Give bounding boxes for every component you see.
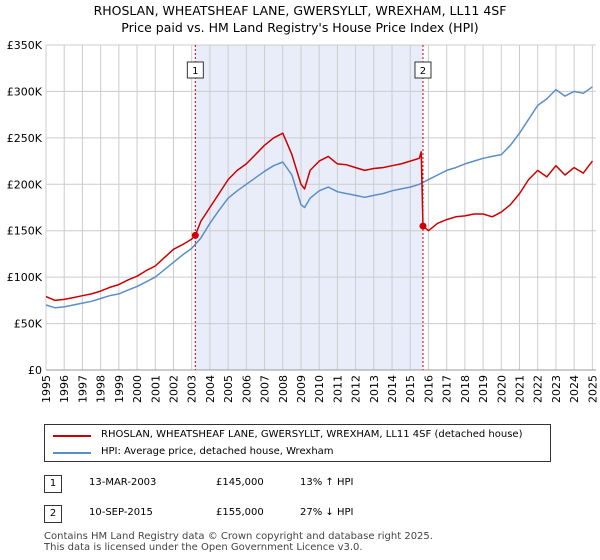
x-tick-label: 2009 [295,375,308,403]
footer-line-2: This data is licensed under the Open Gov… [44,542,363,553]
shaded-period [195,45,423,370]
series-line-property [45,132,593,302]
x-tick-label: 2016 [422,375,435,403]
sale-point [191,231,199,239]
x-tick-label: 2017 [441,375,454,403]
chart-title: RHOSLAN, WHEATSHEAF LANE, GWERSYLLT, WRE… [0,2,600,36]
marker-box [186,61,204,79]
title-line-2: Price paid vs. HM Land Registry's House … [121,20,479,35]
x-tick-label: 2014 [386,375,399,403]
y-tick-label: £200K [7,178,43,191]
transaction-price: £155,000 [216,507,264,518]
marker-label: 1 [192,66,198,77]
legend: RHOSLAN, WHEATSHEAF LANE, GWERSYLLT, WRE… [44,424,551,462]
x-tick-label: 2018 [459,375,472,403]
y-tick-label: £350K [7,39,43,52]
x-tick-label: 2013 [368,375,381,403]
transaction-hpi-diff: 27% ↓ HPI [300,507,354,518]
x-tick-label: 1995 [40,375,53,403]
y-tick-label: £100K [7,271,43,284]
marker-box [414,61,432,79]
footer: Contains HM Land Registry data © Crown c… [44,531,433,553]
x-tick-label: 2019 [477,375,490,403]
legend-label-hpi: HPI: Average price, detached house, Wrex… [101,446,334,457]
x-tick-label: 2006 [240,375,253,403]
footer-line-1: Contains HM Land Registry data © Crown c… [44,531,433,542]
transaction-date: 10-SEP-2015 [89,507,153,518]
series-line-hpi [45,86,593,309]
transaction-price: £145,000 [216,477,264,488]
price-chart: £0 £50K £100K £150K £200K £250K £300K £350K 1995… [7,39,600,403]
x-tick-label: 2001 [149,375,162,403]
x-tick-label: 2003 [186,375,199,403]
legend-swatch-property [53,435,91,437]
x-tick-label: 2025 [586,375,599,403]
x-tick-label: 2004 [204,375,217,403]
x-tick-label: 1997 [76,375,89,403]
title-line-1: RHOSLAN, WHEATSHEAF LANE, GWERSYLLT, WRE… [93,3,507,18]
x-tick-label: 2007 [259,375,272,403]
x-tick-label: 1998 [95,375,108,403]
x-tick-label: 2005 [222,375,235,403]
x-tick-label: 1996 [58,375,71,403]
sale-point [419,222,427,230]
x-tick-label: 2021 [514,375,527,403]
y-tick-label: £250K [7,132,43,145]
marker-label: 2 [420,66,426,77]
transaction-number: 2 [44,505,62,523]
x-tick-label: 2022 [532,375,545,403]
y-tick-label: £0 [28,364,42,377]
x-tick-label: 2023 [550,375,563,403]
legend-label-property: RHOSLAN, WHEATSHEAF LANE, GWERSYLLT, WRE… [101,429,523,440]
legend-swatch-hpi [53,452,91,454]
y-tick-label: £50K [14,318,43,331]
transaction-hpi-diff: 13% ↑ HPI [300,477,354,488]
x-tick-label: 2015 [404,375,417,403]
x-tick-label: 1999 [113,375,126,403]
x-tick-label: 2024 [568,375,581,403]
x-tick-label: 2012 [350,375,363,403]
y-tick-label: £300K [7,85,43,98]
x-tick-label: 2000 [131,375,144,403]
x-tick-label: 2010 [313,375,326,403]
transaction-number: 1 [44,475,62,493]
y-tick-label: £150K [7,225,43,238]
x-tick-label: 2002 [167,375,180,403]
x-tick-label: 2011 [331,375,344,403]
x-tick-label: 2008 [277,375,290,403]
transaction-date: 13-MAR-2003 [89,477,157,488]
x-tick-label: 2020 [495,375,508,403]
